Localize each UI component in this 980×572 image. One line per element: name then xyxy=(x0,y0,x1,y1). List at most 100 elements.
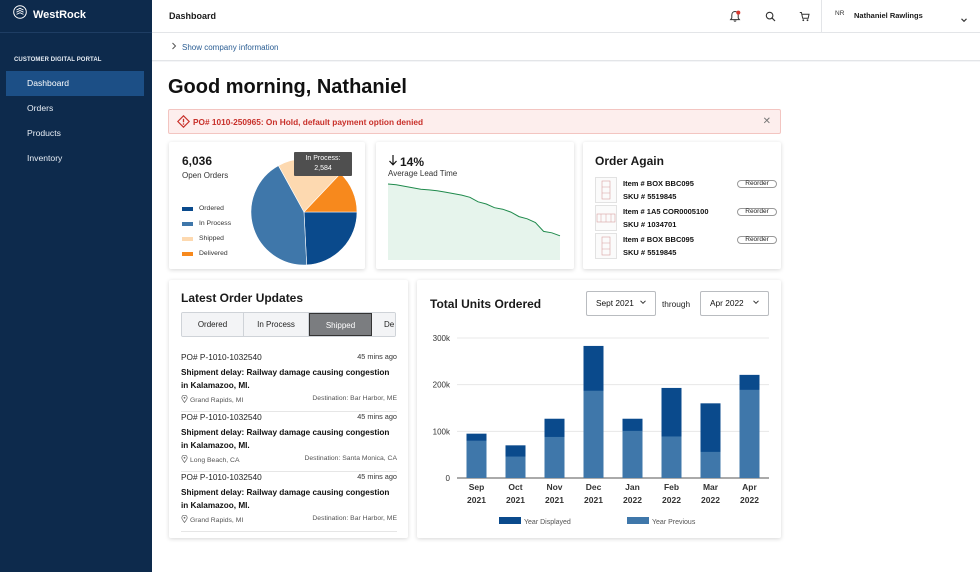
order-update-item[interactable]: PO# P-1010-1032540 45 mins ago Shipment … xyxy=(181,472,397,532)
lead-time-value: 14% xyxy=(388,154,424,169)
x-tick-month: Oct xyxy=(508,482,522,492)
lead-time-card: 14% Average Lead Time xyxy=(376,142,574,269)
x-tick-month: Nov xyxy=(546,482,562,492)
chevron-down-icon[interactable] xyxy=(960,11,968,29)
update-destination: Destination: Bar Harbor, ME xyxy=(312,395,397,402)
bar-year-previous[interactable] xyxy=(544,436,565,478)
pie-slice-ordered[interactable] xyxy=(303,211,358,266)
reorder-button[interactable]: Reorder xyxy=(737,180,777,188)
bar-year-previous[interactable] xyxy=(583,390,604,478)
sidebar-item-dashboard[interactable]: Dashboard xyxy=(6,71,144,96)
brand-name: WestRock xyxy=(33,8,86,21)
x-tick-year: 2022 xyxy=(623,495,642,505)
warning-icon xyxy=(176,114,191,133)
item-number-label: Item # xyxy=(623,207,645,216)
alert-message[interactable]: PO# 1010-250965: On Hold, default paymen… xyxy=(193,117,424,127)
page-title: Dashboard xyxy=(169,11,217,21)
order-update-item[interactable]: PO# P-1010-1032540 45 mins ago Shipment … xyxy=(181,352,397,412)
x-tick-month: Apr xyxy=(742,482,757,492)
location-pin-icon xyxy=(181,454,188,465)
through-label: through xyxy=(662,299,691,309)
sku-value: 5519845 xyxy=(647,192,677,201)
notification-bell-icon[interactable] xyxy=(728,10,741,23)
cart-icon[interactable] xyxy=(798,10,811,23)
chevron-right-icon xyxy=(171,42,177,52)
sidebar-divider xyxy=(0,32,152,33)
bar-year-previous[interactable] xyxy=(466,440,487,478)
close-icon[interactable]: ✕ xyxy=(762,116,771,127)
update-destination: Destination: Santa Monica, CA xyxy=(304,455,397,462)
user-name[interactable]: Nathaniel Rawlings xyxy=(854,11,923,20)
brand[interactable]: WestRock xyxy=(13,5,86,24)
update-po-number: PO# P-1010-1032540 xyxy=(181,472,262,482)
update-origin: Long Beach, CA xyxy=(181,454,240,465)
bar-year-previous[interactable] xyxy=(700,451,721,478)
update-timestamp: 45 mins ago xyxy=(357,472,397,481)
legend-label: In Process xyxy=(199,220,232,227)
sidebar-item-orders[interactable]: Orders xyxy=(27,103,54,113)
update-po-number: PO# P-1010-1032540 xyxy=(181,412,262,422)
search-icon[interactable] xyxy=(764,10,777,23)
latest-updates-title: Latest Order Updates xyxy=(181,291,304,305)
sidebar: WestRock CUSTOMER DIGITAL PORTAL Dashboa… xyxy=(0,0,152,572)
main-area: Dashboard NR Nathaniel Rawlings xyxy=(152,0,980,572)
x-tick-year: 2022 xyxy=(740,495,759,505)
update-origin: Grand Rapids, MI xyxy=(181,514,244,525)
bar-year-previous[interactable] xyxy=(622,430,643,478)
x-tick-year: 2021 xyxy=(545,495,564,505)
order-update-item[interactable]: PO# P-1010-1032540 45 mins ago Shipment … xyxy=(181,412,397,472)
bar-year-previous[interactable] xyxy=(505,456,526,478)
pie-slice-in-process[interactable] xyxy=(250,165,308,266)
origin-label: Long Beach, CA xyxy=(190,456,240,464)
update-destination: Destination: Bar Harbor, ME xyxy=(312,515,397,522)
sidebar-item-products[interactable]: Products xyxy=(27,128,61,138)
legend-item-delivered: Delivered xyxy=(182,246,231,261)
update-origin: Grand Rapids, MI xyxy=(181,394,244,405)
item-number-value: BOX BBC095 xyxy=(646,235,694,244)
reorder-item: Item # BOX BBC095 SKU # 5519845 Reorder xyxy=(595,233,781,261)
date-to-value: Apr 2022 xyxy=(710,298,744,308)
sku-label: SKU # xyxy=(623,192,646,201)
reorder-button[interactable]: Reorder xyxy=(737,208,777,216)
avatar[interactable]: NR xyxy=(835,10,845,17)
tab-shipped[interactable]: Shipped xyxy=(309,313,372,336)
y-tick-label: 100k xyxy=(433,427,451,436)
order-again-card: Order Again Item # BOX BBC095 SKU # 5519… xyxy=(583,142,781,269)
item-number: Item # BOX BBC095 xyxy=(623,235,694,244)
bar-year-previous[interactable] xyxy=(661,436,682,478)
company-info-bar: Show company information xyxy=(152,33,980,61)
topbar-separator xyxy=(821,0,822,33)
y-tick-label: 300k xyxy=(433,334,451,343)
greeting: Good morning, Nathaniel xyxy=(168,76,407,98)
show-company-info-link[interactable]: Show company information xyxy=(171,42,279,52)
item-number-value: BOX BBC095 xyxy=(646,179,694,188)
update-po-number: PO# P-1010-1032540 xyxy=(181,352,262,362)
sku-value: 5519845 xyxy=(647,248,677,257)
item-number: Item # 1A5 COR0005100 xyxy=(623,207,709,216)
lead-time-label: Average Lead Time xyxy=(388,169,458,178)
update-timestamp: 45 mins ago xyxy=(357,352,397,361)
y-tick-label: 200k xyxy=(433,381,451,390)
item-number: Item # BOX BBC095 xyxy=(623,179,694,188)
update-message: Shipment delay: Railway damage causing c… xyxy=(181,428,390,450)
legend-swatch xyxy=(182,206,193,211)
origin-label: Grand Rapids, MI xyxy=(190,516,244,524)
tooltip-value: 2,584 xyxy=(314,165,332,172)
bar-year-previous[interactable] xyxy=(739,389,760,478)
date-from-select[interactable]: Sept 2021 xyxy=(586,291,656,316)
sku-number: SKU # 5519845 xyxy=(623,248,676,257)
tab-delivered[interactable]: De xyxy=(372,313,395,336)
open-orders-label: Open Orders xyxy=(182,171,229,180)
tab-in-process[interactable]: In Process xyxy=(244,313,309,336)
tab-ordered[interactable]: Ordered xyxy=(182,313,244,336)
open-orders-card: 6,036 Open Orders Ordered In Process Shi… xyxy=(169,142,365,269)
reorder-button[interactable]: Reorder xyxy=(737,236,777,244)
sidebar-item-inventory[interactable]: Inventory xyxy=(27,153,63,163)
legend-label: Year Displayed xyxy=(524,519,571,526)
product-thumbnail xyxy=(595,205,617,231)
show-company-info-label: Show company information xyxy=(182,42,279,52)
origin-label: Grand Rapids, MI xyxy=(190,396,244,404)
pie-legend: Ordered In Process Shipped Delivered xyxy=(182,201,231,261)
x-tick-month: Mar xyxy=(703,482,719,492)
date-to-select[interactable]: Apr 2022 xyxy=(700,291,769,316)
